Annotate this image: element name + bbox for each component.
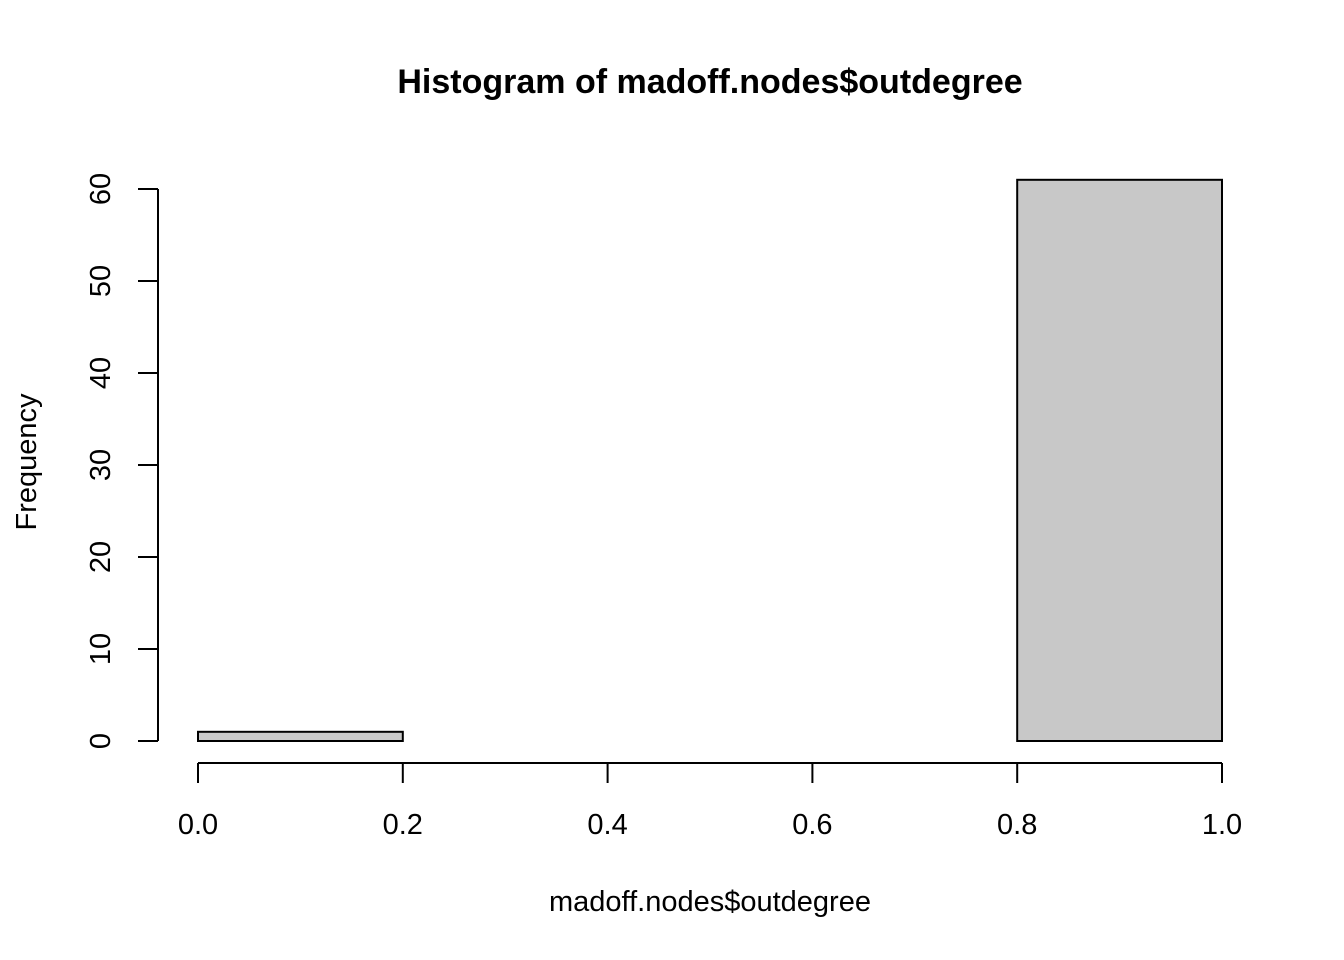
y-tick-label: 40 [85,357,117,389]
histogram-bars [197,178,1224,743]
x-tick-label: 0.6 [792,809,832,841]
x-axis-title: madoff.nodes$outdegree [549,886,871,918]
y-tick-label: 60 [85,173,117,205]
y-axis-title: Frequency [11,393,43,531]
x-tick-label: 0.0 [178,809,218,841]
y-axis: 0 10 20 30 40 50 60 [85,173,159,749]
chart-title: Histogram of madoff.nodes$outdegree [397,63,1022,101]
y-tick-label: 0 [85,733,117,749]
x-axis: 0.0 0.2 0.4 0.6 0.8 1.0 [178,762,1242,841]
y-tick-label: 30 [85,449,117,481]
x-tick-label: 0.8 [997,809,1037,841]
histogram-bar [197,730,404,742]
x-tick-label: 1.0 [1202,809,1242,841]
y-tick-label: 10 [85,633,117,665]
histogram-bar [1016,178,1224,743]
x-tick-label: 0.2 [383,809,423,841]
x-tick-label: 0.4 [587,809,627,841]
y-tick-label: 20 [85,541,117,573]
y-tick-label: 50 [85,265,117,297]
